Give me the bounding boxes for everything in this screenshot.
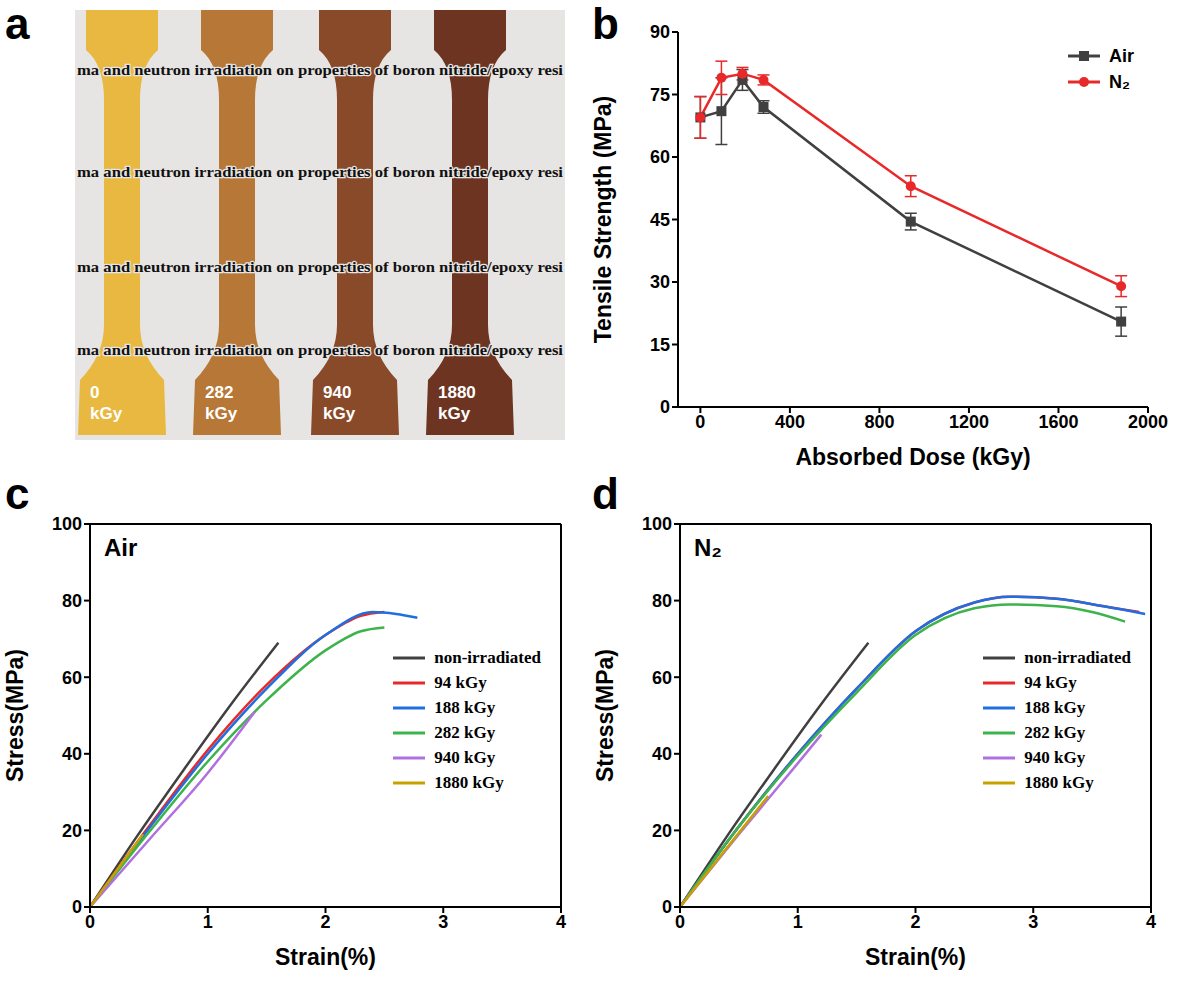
svg-text:0: 0: [72, 897, 82, 917]
svg-text:ma and neutron irradiation on: ma and neutron irradiation on properties…: [77, 164, 563, 180]
html-text:188 kGy: 188 kGy: [1024, 698, 1086, 717]
html-text:N₂: N₂: [694, 534, 722, 561]
svg-text:4: 4: [556, 912, 566, 932]
svg-text:ma and neutron irradiation on: ma and neutron irradiation on properties…: [77, 62, 563, 78]
html-text:non-irradiated: non-irradiated: [434, 648, 541, 667]
svg-text:Strain(%): Strain(%): [865, 944, 966, 970]
svg-text:1600: 1600: [1038, 412, 1078, 432]
svg-text:0kGy: 0kGy: [90, 383, 123, 423]
svg-text:400: 400: [775, 412, 805, 432]
svg-text:1: 1: [793, 912, 803, 932]
svg-text:800: 800: [864, 412, 894, 432]
svg-text:2: 2: [910, 912, 920, 932]
svg-text:90: 90: [650, 22, 670, 42]
svg-text:45: 45: [650, 210, 670, 230]
html-text:Air: Air: [1109, 45, 1134, 66]
html-text:94 kGy: 94 kGy: [434, 673, 487, 692]
svg-text:282kGy: 282kGy: [205, 383, 238, 423]
html-text:Air: Air: [104, 534, 138, 561]
svg-text:40: 40: [62, 744, 82, 764]
svg-text:3: 3: [438, 912, 448, 932]
svg-text:ma and neutron irradiation on: ma and neutron irradiation on properties…: [77, 259, 563, 275]
html-text:282 kGy: 282 kGy: [1024, 723, 1086, 742]
html-text:c: c: [5, 469, 30, 518]
svg-text:2000: 2000: [1128, 412, 1168, 432]
svg-text:60: 60: [650, 147, 670, 167]
svg-text:1200: 1200: [949, 412, 989, 432]
svg-text:Absorbed Dose (kGy): Absorbed Dose (kGy): [795, 444, 1030, 470]
svg-text:3: 3: [1028, 912, 1038, 932]
svg-text:15: 15: [650, 335, 670, 355]
html-text:non-irradiated: non-irradiated: [1024, 648, 1131, 667]
svg-text:ma and neutron irradiation on: ma and neutron irradiation on properties…: [77, 342, 563, 358]
svg-text:Stress(MPa): Stress(MPa): [592, 649, 618, 782]
svg-text:60: 60: [652, 668, 672, 688]
svg-text:1880kGy: 1880kGy: [438, 383, 476, 423]
svg-text:40: 40: [652, 744, 672, 764]
svg-text:100: 100: [642, 514, 672, 534]
svg-text:30: 30: [650, 272, 670, 292]
svg-text:940kGy: 940kGy: [323, 383, 356, 423]
html-text:282 kGy: 282 kGy: [434, 723, 496, 742]
html-text:940 kGy: 940 kGy: [1024, 748, 1086, 767]
svg-text:80: 80: [652, 591, 672, 611]
svg-text:0: 0: [85, 912, 95, 932]
svg-text:Tensile Strength (MPa): Tensile Strength (MPa): [590, 96, 616, 344]
svg-text:0: 0: [660, 397, 670, 417]
svg-text:Stress(MPa): Stress(MPa): [2, 649, 28, 782]
svg-text:1: 1: [203, 912, 213, 932]
svg-text:75: 75: [650, 85, 670, 105]
html-text:b: b: [592, 0, 619, 48]
svg-text:0: 0: [662, 897, 672, 917]
html-text:1880 kGy: 1880 kGy: [434, 773, 504, 792]
svg-text:4: 4: [1146, 912, 1156, 932]
svg-text:60: 60: [62, 668, 82, 688]
svg-text:80: 80: [62, 591, 82, 611]
html-text:94 kGy: 94 kGy: [1024, 673, 1077, 692]
html-text:1880 kGy: 1880 kGy: [1024, 773, 1094, 792]
svg-text:20: 20: [652, 821, 672, 841]
html-text:d: d: [592, 469, 619, 518]
svg-text:100: 100: [52, 514, 82, 534]
html-text:N₂: N₂: [1109, 71, 1130, 92]
svg-text:0: 0: [695, 412, 705, 432]
svg-text:20: 20: [62, 821, 82, 841]
svg-text:Strain(%): Strain(%): [275, 944, 376, 970]
svg-text:0: 0: [675, 912, 685, 932]
svg-text:2: 2: [320, 912, 330, 932]
html-text:188 kGy: 188 kGy: [434, 698, 496, 717]
html-text:940 kGy: 940 kGy: [434, 748, 496, 767]
html-text:a: a: [5, 0, 30, 48]
